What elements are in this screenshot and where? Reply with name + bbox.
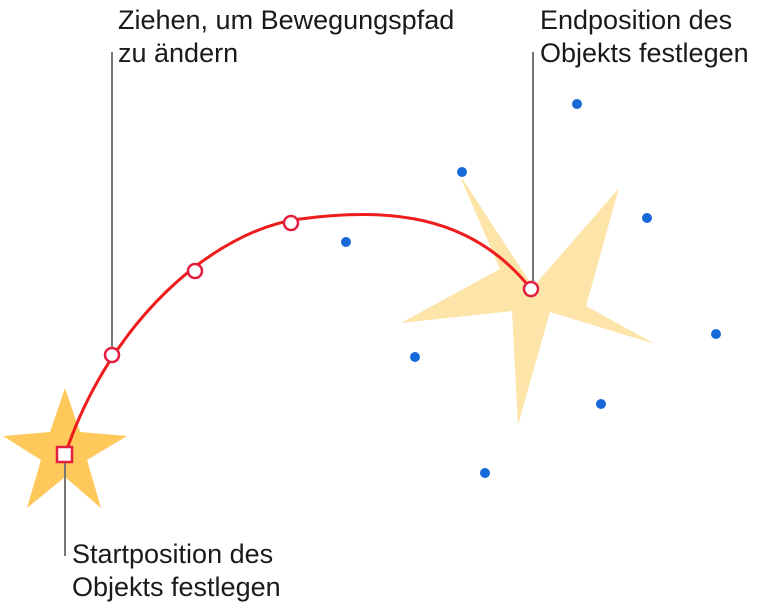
selection-handle[interactable]: [408, 350, 422, 364]
selection-handle[interactable]: [570, 97, 584, 111]
path-control-point[interactable]: [282, 214, 300, 232]
path-control-points[interactable]: [103, 214, 540, 364]
path-end-point[interactable]: [522, 280, 540, 298]
motion-path-curve[interactable]: [63, 212, 533, 456]
start-position-callout: Startposition des Objekts festlegen: [72, 539, 281, 602]
selection-handle[interactable]: [709, 327, 723, 341]
path-control-point[interactable]: [103, 346, 121, 364]
path-start-handle[interactable]: [55, 445, 74, 464]
selection-handle[interactable]: [594, 397, 608, 411]
selection-handle[interactable]: [455, 165, 469, 179]
end-position-callout: Endposition des Objekts festlegen: [540, 5, 749, 68]
selection-handle[interactable]: [339, 235, 353, 249]
selection-handles[interactable]: [339, 97, 723, 480]
selection-handle[interactable]: [640, 211, 654, 225]
selection-handle[interactable]: [478, 466, 492, 480]
end-position-star[interactable]: [401, 172, 655, 425]
path-control-point[interactable]: [186, 262, 204, 280]
drag-path-callout: Ziehen, um Bewegungspfad zu ändern: [118, 5, 455, 68]
